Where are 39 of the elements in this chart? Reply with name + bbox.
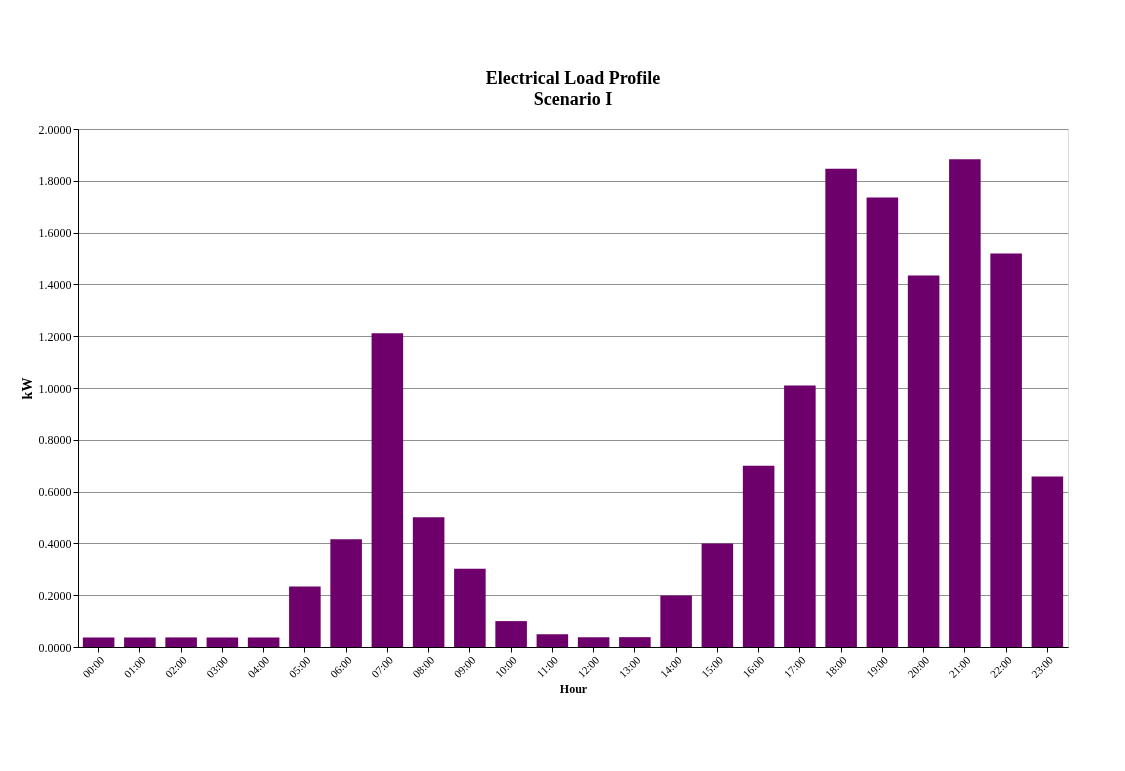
bar bbox=[742, 465, 775, 647]
y-tick-label: 0.8000 bbox=[38, 433, 72, 448]
y-tick-label: 1.6000 bbox=[38, 226, 72, 241]
bar bbox=[577, 637, 610, 647]
y-tick-label: 0.4000 bbox=[38, 536, 72, 551]
bar bbox=[165, 637, 197, 647]
bar bbox=[825, 168, 857, 647]
y-tick-label: 0.6000 bbox=[38, 485, 72, 500]
y-tick-label: 1.2000 bbox=[38, 329, 72, 344]
y-tick-label: 1.0000 bbox=[38, 381, 72, 396]
bar bbox=[784, 385, 816, 647]
bar bbox=[124, 637, 156, 647]
bar bbox=[907, 275, 940, 647]
bar bbox=[990, 253, 1022, 647]
bar bbox=[660, 595, 692, 647]
y-tick-label: 0.0000 bbox=[38, 640, 72, 655]
bar bbox=[412, 517, 445, 647]
bar bbox=[206, 637, 239, 647]
bar bbox=[371, 333, 404, 647]
bar bbox=[536, 634, 569, 647]
y-axis-title: kW bbox=[19, 377, 35, 400]
bar bbox=[1031, 476, 1064, 647]
bar bbox=[495, 621, 527, 647]
bar bbox=[619, 637, 651, 647]
bar bbox=[289, 586, 321, 647]
y-tick-label: 0.2000 bbox=[38, 588, 72, 603]
y-tick-label: 2.0000 bbox=[38, 122, 72, 137]
bar bbox=[949, 159, 981, 647]
bar bbox=[330, 539, 362, 647]
chart-subtitle: Scenario I bbox=[533, 89, 613, 109]
bar bbox=[701, 543, 734, 647]
bar bbox=[82, 637, 115, 647]
chart-title: Electrical Load Profile bbox=[485, 68, 661, 88]
bar bbox=[247, 637, 280, 647]
x-axis-title: Hour bbox=[559, 682, 588, 696]
y-tick-label: 1.4000 bbox=[38, 277, 72, 292]
bar bbox=[866, 197, 899, 647]
y-tick-label: 1.8000 bbox=[38, 174, 72, 189]
bar bbox=[454, 568, 486, 647]
